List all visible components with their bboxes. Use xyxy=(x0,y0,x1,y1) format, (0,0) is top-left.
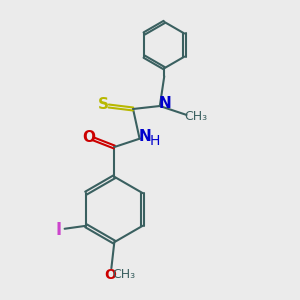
Text: H: H xyxy=(150,134,160,148)
Text: O: O xyxy=(104,268,116,282)
Text: N: N xyxy=(159,95,172,110)
Text: N: N xyxy=(138,129,151,144)
Text: S: S xyxy=(98,97,109,112)
Text: CH₃: CH₃ xyxy=(184,110,208,123)
Text: CH₃: CH₃ xyxy=(112,268,135,281)
Text: O: O xyxy=(82,130,95,145)
Text: I: I xyxy=(55,221,61,239)
